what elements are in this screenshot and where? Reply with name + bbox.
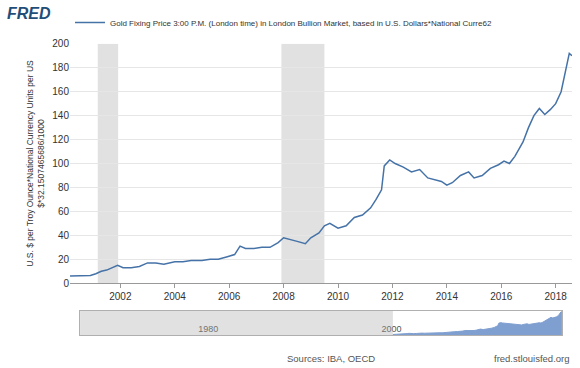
svg-text:120: 120 xyxy=(52,134,69,145)
svg-text:2004: 2004 xyxy=(164,291,187,302)
svg-text:2012: 2012 xyxy=(381,291,404,302)
svg-text:2008: 2008 xyxy=(272,291,295,302)
svg-text:60: 60 xyxy=(58,206,70,217)
svg-text:2014: 2014 xyxy=(436,291,459,302)
svg-text:180: 180 xyxy=(52,62,69,73)
svg-text:20: 20 xyxy=(58,254,70,265)
svg-text:2002: 2002 xyxy=(109,291,132,302)
svg-text:160: 160 xyxy=(52,86,69,97)
svg-text:U.S. $ per Troy Ounce*National: U.S. $ per Troy Ounce*National Currency … xyxy=(25,60,46,267)
svg-text:80: 80 xyxy=(58,182,70,193)
svg-text:1980: 1980 xyxy=(198,324,218,334)
svg-text:2016: 2016 xyxy=(490,291,513,302)
svg-text:Sources: IBA, OECD: Sources: IBA, OECD xyxy=(287,353,375,364)
svg-text:0: 0 xyxy=(63,278,69,289)
svg-text:100: 100 xyxy=(52,158,69,169)
svg-text:2000: 2000 xyxy=(382,324,402,334)
svg-text:2010: 2010 xyxy=(327,291,350,302)
svg-text:Gold Fixing Price 3:00 P.M. (L: Gold Fixing Price 3:00 P.M. (London time… xyxy=(110,19,492,28)
svg-text:FRED: FRED xyxy=(7,5,51,22)
svg-text:fred.stlouisfed.org: fred.stlouisfed.org xyxy=(494,353,570,364)
svg-text:2006: 2006 xyxy=(218,291,241,302)
svg-text:200: 200 xyxy=(52,38,69,49)
svg-text:140: 140 xyxy=(52,110,69,121)
svg-text:40: 40 xyxy=(58,230,70,241)
svg-text:2018: 2018 xyxy=(545,291,568,302)
